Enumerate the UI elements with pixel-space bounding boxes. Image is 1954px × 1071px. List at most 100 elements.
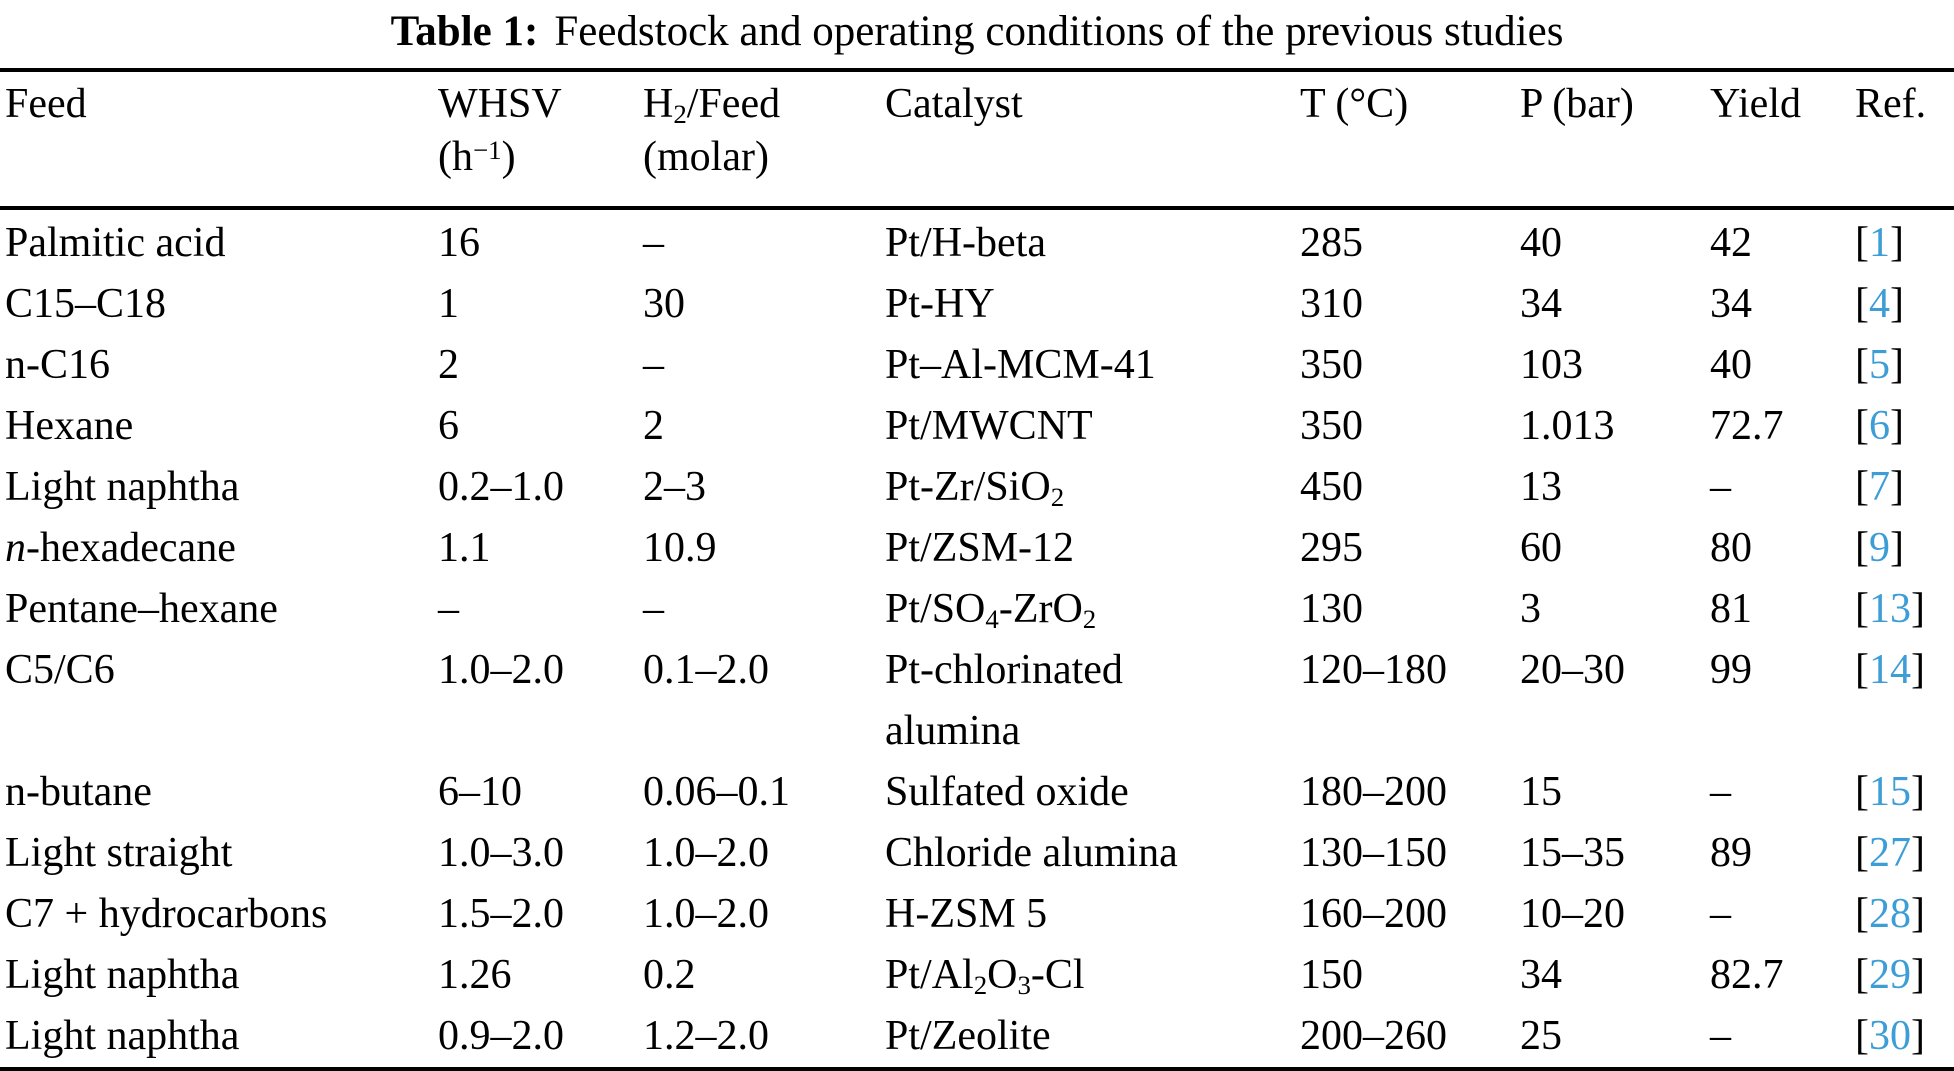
cell-temp: 160–200 <box>1300 891 1447 937</box>
table-row: C7 + hydrocarbons 1.5–2.0 1.0–2.0 H-ZSM 5 16… <box>0 884 1954 945</box>
cell-pressure: 34 <box>1520 952 1562 998</box>
ref-link[interactable]: [7] <box>1855 464 1904 510</box>
cell-feed: Hexane <box>5 403 134 449</box>
cell-ref: [1] <box>1855 208 1954 274</box>
cell-yield: – <box>1710 769 1731 815</box>
ref-number: 28 <box>1869 891 1911 937</box>
ref-number: 5 <box>1869 342 1890 388</box>
ref-link[interactable]: [28] <box>1855 891 1925 937</box>
cell-pressure: 20–30 <box>1520 647 1625 693</box>
table-row: n-butane 6–10 0.06–0.1 Sulfated oxide 180–20… <box>0 762 1954 823</box>
ref-number: 9 <box>1869 525 1890 571</box>
cell-ref: [14] <box>1855 640 1954 762</box>
cell-yield: 80 <box>1710 525 1752 571</box>
ref-link[interactable]: [4] <box>1855 281 1904 327</box>
ref-number: 27 <box>1869 830 1911 876</box>
cell-ref: [5] <box>1855 335 1954 396</box>
cell-h2feed: 0.2 <box>643 952 696 998</box>
cell-ref: [30] <box>1855 1006 1954 1070</box>
cell-ref: [28] <box>1855 884 1954 945</box>
ref-number: 4 <box>1869 281 1890 327</box>
column-header-reference: Ref. <box>1855 70 1954 210</box>
ref-link[interactable]: [13] <box>1855 586 1925 632</box>
cell-yield: – <box>1710 464 1731 510</box>
table-row: n-hexadecane 1.1 10.9 Pt/ZSM-12 295 60 80 [9] <box>0 518 1954 579</box>
table-caption-label: Table 1: <box>390 8 539 55</box>
cell-ref: [15] <box>1855 762 1954 823</box>
cell-temp: 295 <box>1300 525 1363 571</box>
cell-h2feed: 0.06–0.1 <box>643 769 790 815</box>
table-caption: Table 1: Feedstock and operating conditio… <box>0 0 1954 60</box>
cell-feed: C5/C6 <box>5 647 115 693</box>
cell-pressure: 3 <box>1520 586 1541 632</box>
ref-link[interactable]: [30] <box>1855 1013 1925 1059</box>
cell-pressure: 25 <box>1520 1013 1562 1059</box>
cell-catalyst: Pt/Zeolite <box>885 1013 1051 1059</box>
cell-yield: 82.7 <box>1710 952 1784 998</box>
cell-catalyst: Pt/ZSM-12 <box>885 525 1075 571</box>
ref-link[interactable]: [29] <box>1855 952 1925 998</box>
cell-pressure: 40 <box>1520 220 1562 266</box>
cell-temp: 450 <box>1300 464 1363 510</box>
cell-catalyst: Pt-HY <box>885 281 995 327</box>
cell-pressure: 15–35 <box>1520 830 1625 876</box>
ref-number: 1 <box>1869 220 1890 266</box>
cell-catalyst: Pt-chlorinated alumina <box>885 647 1123 754</box>
cell-h2feed: 1.0–2.0 <box>643 830 769 876</box>
cell-feed: n-hexadecane <box>5 525 236 571</box>
cell-ref: [29] <box>1855 945 1954 1006</box>
cell-pressure: 10–20 <box>1520 891 1625 937</box>
cell-whsv: 1.26 <box>438 952 512 998</box>
table-header: Feed WHSV (h−1) H2/Feed (molar) Catalyst T (°C… <box>0 70 1954 210</box>
cell-temp: 200–260 <box>1300 1013 1447 1059</box>
cell-catalyst: Pt/H-beta <box>885 220 1046 266</box>
cell-h2feed: 2–3 <box>643 464 706 510</box>
ref-number: 30 <box>1869 1013 1911 1059</box>
ref-link[interactable]: [27] <box>1855 830 1925 876</box>
column-header-temperature: T (°C) <box>1300 70 1520 210</box>
cell-whsv: 0.2–1.0 <box>438 464 564 510</box>
cell-whsv: 6 <box>438 403 459 449</box>
cell-feed: C15–C18 <box>5 281 167 327</box>
cell-yield: 42 <box>1710 220 1752 266</box>
cell-yield: 72.7 <box>1710 403 1784 449</box>
table-row: Pentane–hexane – – Pt/SO4-ZrO2 130 3 81 [13] <box>0 579 1954 640</box>
ref-link[interactable]: [15] <box>1855 769 1925 815</box>
ref-link[interactable]: [14] <box>1855 647 1925 693</box>
cell-temp: 130 <box>1300 586 1363 632</box>
cell-feed: Light naphtha <box>5 1013 240 1059</box>
cell-pressure: 60 <box>1520 525 1562 571</box>
ref-link[interactable]: [9] <box>1855 525 1904 571</box>
cell-catalyst: Chloride alumina <box>885 830 1178 876</box>
cell-ref: [7] <box>1855 457 1954 518</box>
cell-whsv: 1 <box>438 281 459 327</box>
cell-temp: 180–200 <box>1300 769 1447 815</box>
ref-link[interactable]: [5] <box>1855 342 1904 388</box>
ref-link[interactable]: [1] <box>1855 220 1904 266</box>
table-row: Light naphtha 0.9–2.0 1.2–2.0 Pt/Zeolite 200… <box>0 1006 1954 1070</box>
cell-h2feed: 2 <box>643 403 664 449</box>
cell-ref: [4] <box>1855 274 1954 335</box>
cell-feed: Light naphtha <box>5 464 240 510</box>
cell-pressure: 34 <box>1520 281 1562 327</box>
cell-temp: 120–180 <box>1300 647 1447 693</box>
cell-ref: [6] <box>1855 396 1954 457</box>
cell-ref: [9] <box>1855 518 1954 579</box>
cell-h2feed: 1.0–2.0 <box>643 891 769 937</box>
table-row: Palmitic acid 16 – Pt/H-beta 285 40 42 [1] <box>0 208 1954 274</box>
cell-h2feed: – <box>643 342 664 388</box>
ref-link[interactable]: [6] <box>1855 403 1904 449</box>
feedstock-conditions-table: Feed WHSV (h−1) H2/Feed (molar) Catalyst T (°C… <box>0 68 1954 1071</box>
column-header-whsv: WHSV (h−1) <box>438 70 643 210</box>
table-row: C15–C18 1 30 Pt-HY 310 34 34 [4] <box>0 274 1954 335</box>
cell-whsv: – <box>438 586 459 632</box>
cell-pressure: 15 <box>1520 769 1562 815</box>
ref-number: 15 <box>1869 769 1911 815</box>
table-row: Light naphtha 0.2–1.0 2–3 Pt-Zr/SiO2 450 13 – [… <box>0 457 1954 518</box>
cell-yield: 99 <box>1710 647 1752 693</box>
cell-catalyst: Pt/MWCNT <box>885 403 1093 449</box>
cell-yield: – <box>1710 1013 1731 1059</box>
cell-h2feed: – <box>643 220 664 266</box>
cell-h2feed: 10.9 <box>643 525 717 571</box>
cell-whsv: 2 <box>438 342 459 388</box>
